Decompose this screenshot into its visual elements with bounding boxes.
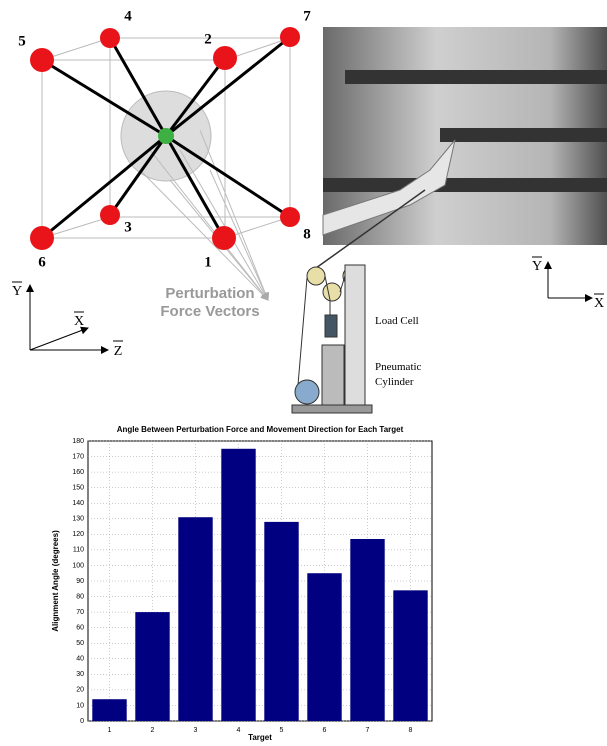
y-tick-label: 170 xyxy=(72,453,84,460)
y-tick-label: 150 xyxy=(72,485,84,492)
axis-label: Z xyxy=(114,344,123,359)
bar xyxy=(135,612,169,721)
y-tick-label: 80 xyxy=(76,593,84,600)
bar xyxy=(178,517,212,721)
target-label: 1 xyxy=(204,254,212,270)
target-label: 5 xyxy=(18,33,26,49)
y-tick-label: 110 xyxy=(73,547,84,554)
y-tick-label: 70 xyxy=(76,609,84,616)
bar xyxy=(92,699,126,721)
axis-label: X xyxy=(74,314,84,329)
x-tick-label: 2 xyxy=(151,727,155,734)
target-label: 8 xyxy=(303,226,311,242)
axis-label: X xyxy=(594,296,604,311)
y-tick-label: 10 xyxy=(76,702,84,709)
y-tick-label: 160 xyxy=(72,469,84,476)
target-label: 7 xyxy=(303,8,311,24)
bar xyxy=(221,449,255,721)
y-tick-label: 50 xyxy=(76,640,84,647)
axis-label: Y xyxy=(12,284,22,299)
x-tick-label: 5 xyxy=(280,727,284,734)
target-label: 6 xyxy=(38,254,46,270)
y-tick-label: 20 xyxy=(76,687,84,694)
x-tick-label: 8 xyxy=(409,727,413,734)
y-tick-label: 120 xyxy=(72,531,84,538)
target-label: 2 xyxy=(204,31,212,47)
bar xyxy=(307,573,341,721)
figure: 1 2 3 4 5 6 7 8 Perturbation Force Vecto… xyxy=(0,0,607,746)
y-tick-label: 30 xyxy=(76,671,84,678)
x-tick-label: 3 xyxy=(194,727,198,734)
y-tick-label: 140 xyxy=(72,500,84,507)
y-tick-label: 90 xyxy=(76,578,84,585)
annotation: Force Vectors xyxy=(160,303,259,320)
apparatus-label: Cylinder xyxy=(375,376,414,388)
y-tick-label: 100 xyxy=(72,562,84,569)
target-label: 4 xyxy=(124,8,132,24)
right-axes xyxy=(532,257,604,298)
photo xyxy=(323,27,607,245)
x-tick-label: 6 xyxy=(323,727,327,734)
bar xyxy=(264,522,298,721)
apparatus-label: Load Cell xyxy=(375,315,419,327)
x-axis-label: Target xyxy=(248,733,272,742)
target-label: 3 xyxy=(124,219,132,235)
bar xyxy=(350,539,384,721)
bar xyxy=(393,590,427,721)
y-tick-label: 0 xyxy=(80,718,84,725)
x-tick-label: 7 xyxy=(366,727,370,734)
left-axes xyxy=(12,282,123,350)
y-tick-label: 130 xyxy=(72,516,84,523)
annotation: Perturbation xyxy=(165,285,254,302)
y-tick-label: 40 xyxy=(76,656,84,663)
y-tick-label: 60 xyxy=(76,625,84,632)
y-axis-label: Alignment Angle (degrees) xyxy=(51,530,60,632)
start-point xyxy=(158,128,174,144)
apparatus-label: Pneumatic xyxy=(375,361,422,373)
chart-title: Angle Between Perturbation Force and Mov… xyxy=(117,425,404,434)
x-tick-label: 1 xyxy=(108,727,112,734)
y-tick-label: 180 xyxy=(72,438,84,445)
x-tick-label: 4 xyxy=(237,727,241,734)
axis-label: Y xyxy=(532,259,542,274)
